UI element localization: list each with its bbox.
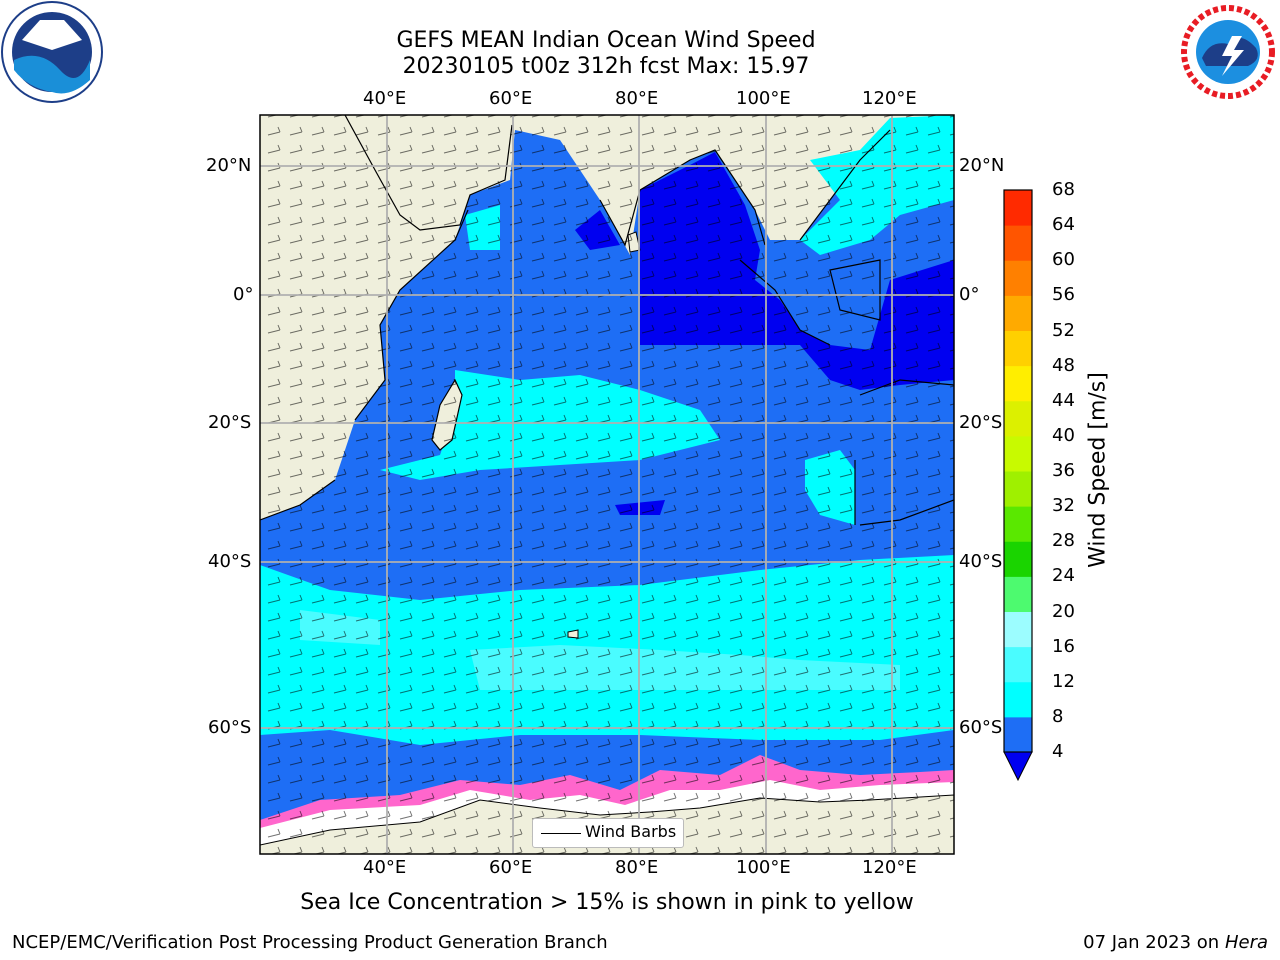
- colorbar-segment: [1004, 576, 1032, 612]
- colorbar-segment: [1004, 471, 1032, 507]
- lon-tick-top: 60°E: [489, 88, 533, 109]
- colorbar-tick-label: 32: [1052, 495, 1075, 517]
- colorbar-segment: [1004, 646, 1032, 683]
- footer-host: Hera: [1224, 932, 1268, 953]
- chart-title: GEFS MEAN Indian Ocean Wind Speed: [396, 28, 816, 53]
- lat-tick-right: 20°S: [959, 412, 1003, 433]
- colorbar-tick-label: 24: [1052, 565, 1075, 587]
- lon-tick-bottom: 100°E: [736, 857, 791, 878]
- lon-tick-top: 120°E: [862, 88, 917, 109]
- colorbar-tick-label: 56: [1052, 284, 1075, 306]
- colorbar-segment: [1004, 260, 1032, 296]
- colorbar-tick-label: 52: [1052, 319, 1075, 341]
- footer-credit: NCEP/EMC/Verification Post Processing Pr…: [12, 932, 608, 953]
- colorbar-tick-label: 20: [1052, 600, 1075, 622]
- lat-tick-left: 20°N: [206, 155, 252, 176]
- lon-tick-bottom: 120°E: [862, 857, 917, 878]
- noaa-logo: [1, 1, 103, 103]
- colorbar-tick-label: 68: [1052, 179, 1075, 200]
- lat-tick-left: 0°: [233, 284, 254, 305]
- nws-logo: [1180, 4, 1276, 100]
- lon-tick-bottom: 80°E: [615, 857, 659, 878]
- footer-date: 07 Jan 2023 on Hera: [1083, 932, 1268, 953]
- colorbar-tick-label: 16: [1052, 635, 1075, 657]
- lat-tick-left: 60°S: [208, 717, 252, 738]
- lat-tick-right: 60°S: [959, 717, 1003, 738]
- caption: Sea Ice Concentration > 15% is shown in …: [300, 890, 914, 915]
- colorbar-segment: [1004, 330, 1032, 367]
- legend-label: Wind Barbs: [585, 822, 677, 841]
- map-plot-area: [260, 115, 954, 854]
- lon-tick-top: 40°E: [363, 88, 407, 109]
- colorbar-segment: [1004, 681, 1032, 718]
- lat-tick-right: 20°N: [959, 155, 1005, 176]
- colorbar-frame: [1003, 189, 1033, 753]
- colorbar-segment: [1004, 295, 1032, 331]
- colorbar-tick-label: 48: [1052, 354, 1075, 376]
- lon-tick-bottom: 60°E: [489, 857, 533, 878]
- colorbar-segment: [1004, 611, 1032, 648]
- map-frame: [259, 114, 955, 855]
- wind-barbs: [260, 115, 954, 854]
- colorbar-segment: [1004, 400, 1032, 437]
- lon-tick-top: 100°E: [736, 88, 791, 109]
- lat-tick-right: 0°: [959, 284, 980, 305]
- colorbar: [1003, 189, 1033, 782]
- lat-tick-left: 40°S: [208, 551, 252, 572]
- colorbar-segment: [1004, 225, 1032, 261]
- colorbar-tick-label: 40: [1052, 424, 1075, 446]
- colorbar-tick-label: 8: [1052, 705, 1064, 727]
- colorbar-segment: [1004, 190, 1032, 226]
- colorbar-tick-label: 28: [1052, 530, 1075, 552]
- colorbar-under-triangle: [1003, 751, 1033, 782]
- lat-tick-right: 40°S: [959, 551, 1003, 572]
- lon-tick-top: 80°E: [615, 88, 659, 109]
- colorbar-segment: [1004, 435, 1032, 472]
- colorbar-segment: [1004, 541, 1032, 577]
- lon-tick-bottom: 40°E: [363, 857, 407, 878]
- colorbar-tick-label: 4: [1052, 741, 1064, 762]
- lat-tick-left: 20°S: [208, 412, 252, 433]
- colorbar-tick-label: 12: [1052, 670, 1075, 692]
- colorbar-tick-label: 64: [1052, 214, 1075, 236]
- chart-subtitle: 20230105 t00z 312h fcst Max: 15.97: [402, 54, 810, 79]
- colorbar-tick-label: 36: [1052, 460, 1075, 481]
- colorbar-tick-label: 60: [1052, 249, 1075, 271]
- legend: Wind Barbs: [532, 818, 684, 848]
- legend-line: [541, 833, 581, 834]
- footer-date-text: 07 Jan 2023 on: [1083, 932, 1225, 953]
- gridlines: [260, 115, 954, 854]
- colorbar-segment: [1004, 506, 1032, 542]
- colorbar-tick-label: 44: [1052, 389, 1075, 411]
- colorbar-segment: [1004, 365, 1032, 402]
- colorbar-segment: [1004, 716, 1032, 753]
- colorbar-label: Wind Speed [m/s]: [1085, 372, 1111, 568]
